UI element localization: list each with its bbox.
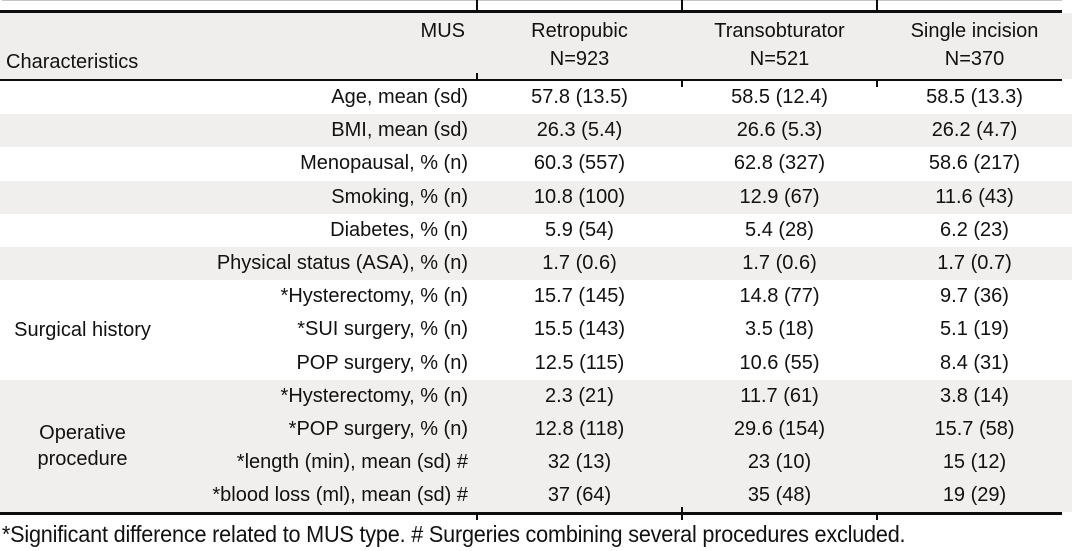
cell-value: 58.5 (13.3) <box>926 86 1023 109</box>
border-tick <box>476 0 478 10</box>
row-group-surgical-history: Surgical history *Hysterectomy, % (n) 15… <box>0 280 1072 380</box>
row-label: *length (min), mean (sd) # <box>236 451 468 474</box>
table-row: *blood loss (ml), mean (sd) # 37 (64) 35… <box>165 479 1072 512</box>
table-row: BMI, mean (sd) 26.3 (5.4) 26.6 (5.3) 26.… <box>0 114 1072 148</box>
row-label: Menopausal, % (n) <box>300 152 468 175</box>
cell-value: 19 (29) <box>942 484 1007 507</box>
table-row: *Hysterectomy, % (n) 2.3 (21) 11.7 (61) … <box>165 380 1072 413</box>
cell-value: 9.7 (36) <box>940 285 1009 308</box>
table-bottom-border <box>0 507 1062 521</box>
cell-value: 26.2 (4.7) <box>931 119 1018 142</box>
column-n: N=521 <box>749 48 810 70</box>
row-label: POP surgery, % (n) <box>296 351 468 374</box>
group-label: Surgical history <box>14 318 151 341</box>
border-tick <box>876 81 878 87</box>
table-row: Smoking, % (n) 10.8 (100) 12.9 (67) 11.6… <box>0 180 1072 214</box>
row-label: *Hysterectomy, % (n) <box>280 285 468 308</box>
cell-value: 8.4 (31) <box>940 351 1009 374</box>
border-tick <box>681 514 683 521</box>
cell-value: 6.2 (23) <box>940 218 1009 241</box>
cell-value: 32 (13) <box>547 451 612 474</box>
cell-value: 5.4 (28) <box>745 218 814 241</box>
column-header-transobturator: Transobturator N=521 <box>682 13 877 79</box>
column-name: Single incision <box>910 20 1039 42</box>
border-tick <box>681 0 683 10</box>
table-top-border <box>0 10 1062 13</box>
cell-value: 12.5 (115) <box>534 351 625 374</box>
table-header-row: MUS Characteristics Retropubic N=923 Tra… <box>0 13 1072 79</box>
mus-header-label: MUS <box>420 20 465 42</box>
cell-value: 5.1 (19) <box>940 318 1009 341</box>
table-row: Diabetes, % (n) 5.9 (54) 5.4 (28) 6.2 (2… <box>0 214 1072 247</box>
cell-value: 29.6 (154) <box>733 417 826 440</box>
border-tick <box>476 73 478 79</box>
cell-value: 14.8 (77) <box>739 285 820 308</box>
cell-value: 15.5 (143) <box>533 318 626 341</box>
cell-value: 35 (48) <box>747 484 812 507</box>
table-row: *POP surgery, % (n) 12.8 (118) 29.6 (154… <box>165 413 1072 446</box>
cell-value: 26.6 (5.3) <box>736 119 823 142</box>
cell-value: 3.8 (14) <box>940 384 1009 407</box>
table-row: Physical status (ASA), % (n) 1.7 (0.6) 1… <box>0 246 1072 281</box>
cell-value: 15 (12) <box>942 451 1007 474</box>
column-header-retropubic: Retropubic N=923 <box>477 13 682 79</box>
cell-value: 12.9 (67) <box>739 185 820 208</box>
cell-value: 10.6 (55) <box>739 351 820 374</box>
cell-value: 60.3 (557) <box>533 152 626 175</box>
top-hairline <box>2 0 1062 1</box>
header-bottom-border <box>0 73 1062 87</box>
row-label: Age, mean (sd) <box>331 86 468 109</box>
row-label: Smoking, % (n) <box>331 185 468 208</box>
border-tick <box>476 514 478 521</box>
cell-value: 15.7 (58) <box>934 417 1015 440</box>
cell-value: 10.8 (100) <box>533 185 626 208</box>
row-label: *Hysterectomy, % (n) <box>280 384 468 407</box>
table-row: *SUI surgery, % (n) 15.5 (143) 3.5 (18) … <box>165 313 1072 346</box>
cell-value: 37 (64) <box>547 484 612 507</box>
cell-value: 57.8 (13.5) <box>531 86 628 109</box>
cell-value: 15.7 (145) <box>533 285 626 308</box>
cell-value: 12.8 (118) <box>534 417 625 440</box>
row-label: Diabetes, % (n) <box>330 218 468 241</box>
column-name: Transobturator <box>714 20 845 42</box>
cell-value: 58.5 (12.4) <box>731 86 828 109</box>
cell-value: 26.3 (5.4) <box>536 119 623 142</box>
column-n: N=923 <box>549 48 610 70</box>
cell-value: 58.6 (217) <box>928 152 1021 175</box>
cell-value: 11.6 (43) <box>935 185 1014 208</box>
cell-value: 1.7 (0.6) <box>542 252 617 275</box>
table-row: *Hysterectomy, % (n) 15.7 (145) 14.8 (77… <box>165 280 1072 313</box>
cell-value: 1.7 (0.6) <box>742 252 817 275</box>
table-footnote: *Significant difference related to MUS t… <box>1 521 906 548</box>
cell-value: 11.7 (61) <box>740 384 819 407</box>
row-label: Physical status (ASA), % (n) <box>216 252 468 275</box>
table-row: POP surgery, % (n) 12.5 (115) 10.6 (55) … <box>165 347 1072 380</box>
cell-value: 1.7 (0.7) <box>937 252 1012 275</box>
row-label: BMI, mean (sd) <box>331 119 468 142</box>
cell-value: 3.5 (18) <box>745 318 814 341</box>
cell-value: 62.8 (327) <box>733 152 826 175</box>
characteristics-header-label: Characteristics <box>6 51 139 73</box>
row-label: *SUI surgery, % (n) <box>297 318 468 341</box>
column-header-single-incision: Single incision N=370 <box>877 13 1072 79</box>
border-tick <box>681 507 683 514</box>
column-name: Retropubic <box>531 20 628 42</box>
cell-value: 2.3 (21) <box>545 384 614 407</box>
header-label-cell: MUS Characteristics <box>0 13 477 79</box>
cell-value: 5.9 (54) <box>545 218 614 241</box>
table-top-margin <box>0 0 1072 10</box>
row-group-operative-procedure: Operative procedure *Hysterectomy, % (n)… <box>0 379 1072 513</box>
table-row: *length (min), mean (sd) # 32 (13) 23 (1… <box>165 446 1072 479</box>
border-tick <box>876 514 878 521</box>
column-n: N=370 <box>944 48 1005 70</box>
border-tick <box>876 0 878 10</box>
group-label: Operative procedure <box>37 421 128 471</box>
border-tick <box>681 81 683 87</box>
table-row: Age, mean (sd) 57.8 (13.5) 58.5 (12.4) 5… <box>0 81 1072 114</box>
cell-value: 23 (10) <box>747 451 812 474</box>
table-row: Menopausal, % (n) 60.3 (557) 62.8 (327) … <box>0 147 1072 180</box>
row-label: *POP surgery, % (n) <box>288 417 468 440</box>
row-label: *blood loss (ml), mean (sd) # <box>212 484 468 507</box>
